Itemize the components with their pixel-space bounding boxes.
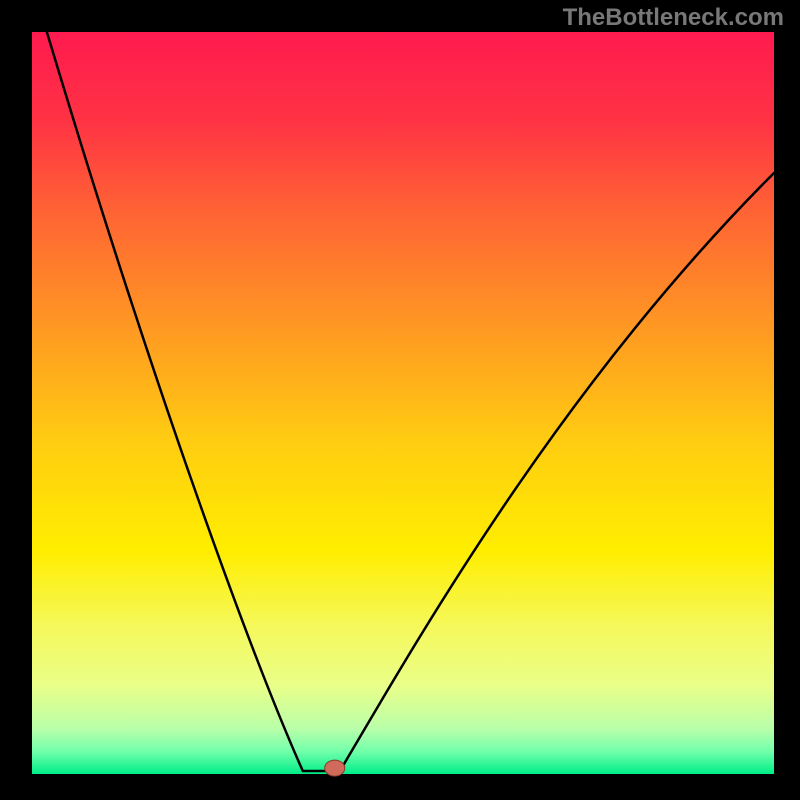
chart-container <box>0 0 800 800</box>
watermark-text: TheBottleneck.com <box>563 4 784 32</box>
optimal-point-marker <box>325 760 345 776</box>
bottleneck-chart <box>0 0 800 800</box>
